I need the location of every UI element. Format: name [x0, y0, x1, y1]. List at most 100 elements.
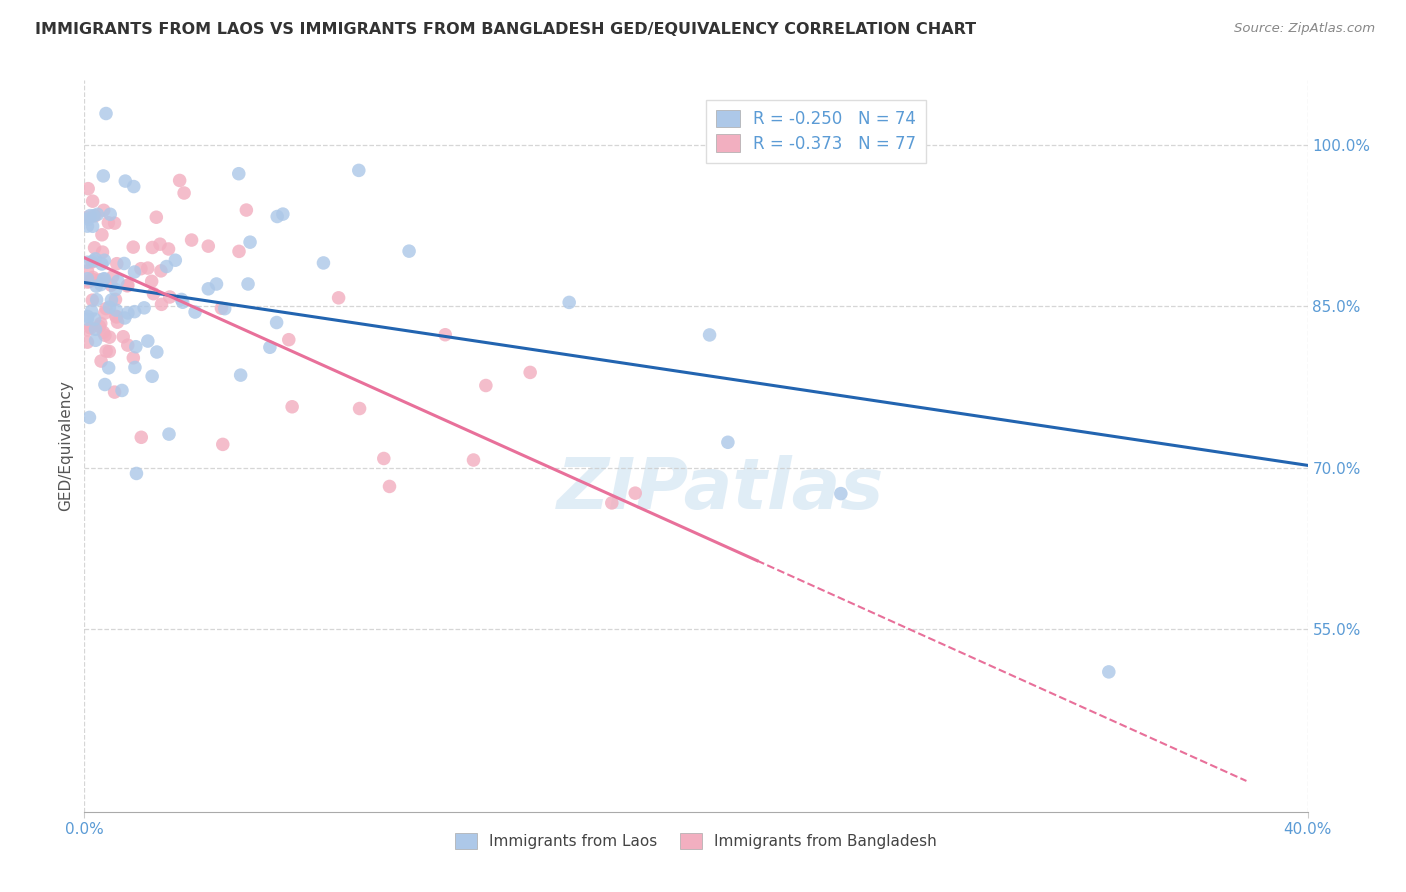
Point: [115, 278, 138, 293]
Point: [83, 209, 105, 223]
Point: [236, 277, 259, 291]
Point: [205, 277, 228, 291]
Point: [124, 265, 146, 279]
Point: [129, 430, 152, 444]
Point: [136, 334, 159, 348]
Point: [111, 384, 134, 398]
Point: [86, 293, 108, 307]
Point: [104, 310, 127, 324]
Point: [463, 453, 485, 467]
Y-axis label: GED/Equivalency: GED/Equivalency: [58, 381, 73, 511]
Point: [94, 106, 117, 120]
Point: [104, 216, 127, 230]
Point: [76, 255, 98, 269]
Point: [101, 269, 124, 284]
Point: [82, 219, 104, 234]
Point: [107, 274, 129, 288]
Point: [312, 256, 335, 270]
Point: [93, 272, 115, 286]
Point: [157, 242, 180, 256]
Point: [830, 486, 852, 500]
Point: [93, 326, 115, 340]
Point: [169, 173, 191, 187]
Point: [277, 333, 299, 347]
Point: [271, 207, 294, 221]
Point: [434, 327, 457, 342]
Point: [117, 306, 139, 320]
Point: [600, 496, 623, 510]
Point: [145, 211, 167, 225]
Point: [84, 209, 107, 223]
Point: [378, 479, 401, 493]
Point: [82, 293, 104, 308]
Point: [519, 365, 541, 379]
Point: [347, 163, 370, 178]
Text: Source: ZipAtlas.com: Source: ZipAtlas.com: [1234, 22, 1375, 36]
Point: [103, 385, 125, 400]
Point: [97, 216, 120, 230]
Point: [122, 240, 145, 254]
Point: [97, 360, 120, 375]
Point: [83, 253, 105, 268]
Point: [76, 310, 98, 324]
Point: [82, 270, 104, 285]
Point: [90, 257, 112, 271]
Point: [141, 240, 163, 254]
Point: [93, 253, 115, 268]
Point: [173, 186, 195, 200]
Point: [134, 301, 156, 315]
Point: [84, 333, 107, 347]
Point: [373, 451, 395, 466]
Point: [98, 207, 121, 221]
Point: [165, 253, 187, 268]
Point: [184, 305, 207, 319]
Point: [84, 322, 107, 336]
Point: [79, 410, 101, 425]
Point: [80, 255, 103, 269]
Point: [117, 278, 139, 293]
Point: [76, 323, 98, 337]
Point: [211, 437, 233, 451]
Point: [76, 275, 98, 289]
Point: [90, 354, 112, 368]
Point: [98, 344, 121, 359]
Point: [125, 467, 148, 481]
Point: [558, 295, 581, 310]
Text: ZIPatlas: ZIPatlas: [557, 456, 884, 524]
Point: [266, 210, 288, 224]
Point: [124, 304, 146, 318]
Point: [93, 203, 115, 218]
Point: [77, 181, 100, 195]
Point: [239, 235, 262, 249]
Point: [104, 283, 127, 297]
Point: [281, 400, 304, 414]
Legend: Immigrants from Laos, Immigrants from Bangladesh: Immigrants from Laos, Immigrants from Ba…: [450, 827, 942, 855]
Point: [150, 297, 173, 311]
Point: [112, 256, 135, 270]
Point: [94, 377, 117, 392]
Point: [76, 335, 98, 350]
Point: [105, 303, 128, 318]
Point: [141, 369, 163, 384]
Point: [717, 435, 740, 450]
Point: [129, 261, 152, 276]
Point: [82, 273, 104, 287]
Point: [155, 260, 177, 274]
Point: [104, 293, 127, 307]
Point: [91, 169, 114, 183]
Point: [76, 271, 98, 285]
Point: [136, 261, 159, 276]
Point: [214, 301, 236, 316]
Point: [77, 210, 100, 224]
Point: [146, 345, 169, 359]
Point: [76, 312, 98, 326]
Point: [124, 360, 146, 375]
Point: [80, 304, 103, 318]
Point: [90, 277, 112, 292]
Point: [83, 241, 105, 255]
Point: [89, 319, 111, 334]
Point: [228, 167, 250, 181]
Point: [266, 316, 288, 330]
Point: [93, 306, 115, 320]
Point: [86, 207, 108, 221]
